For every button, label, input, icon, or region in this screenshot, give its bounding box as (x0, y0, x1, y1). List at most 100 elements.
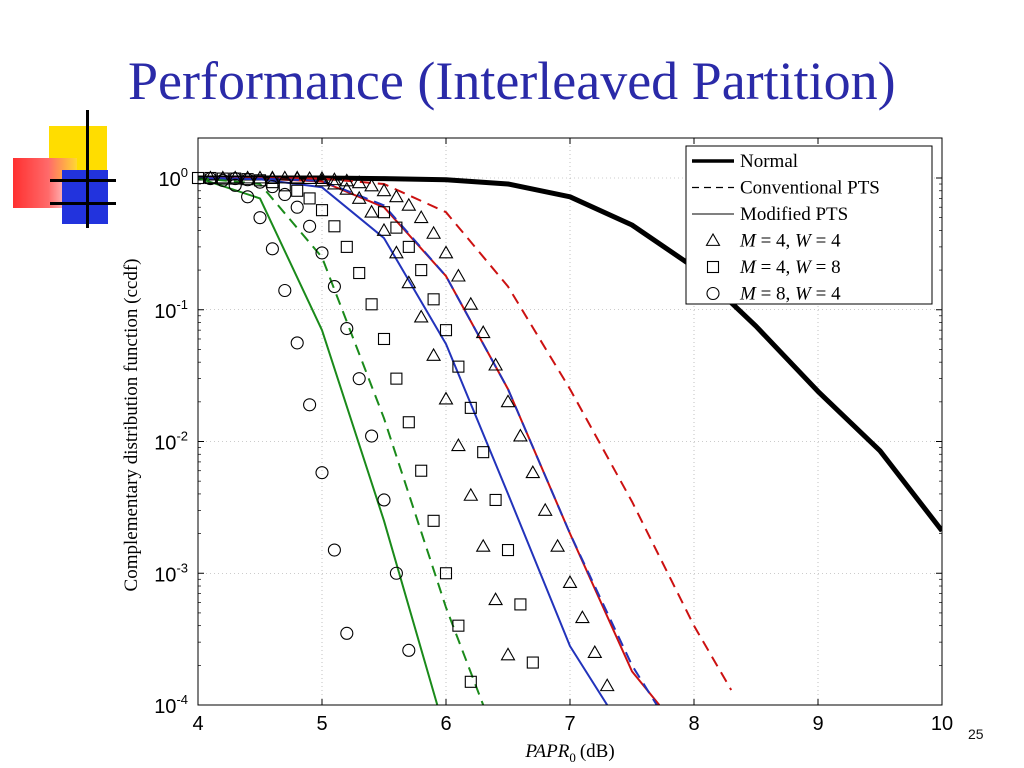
triangle-marker (314, 173, 330, 187)
triangle-marker (326, 172, 342, 186)
square-marker (439, 324, 453, 337)
circle-marker (265, 242, 279, 256)
triangle-marker (326, 176, 342, 190)
circle-marker (253, 211, 267, 225)
triangle-marker (401, 275, 417, 289)
triangle-marker (537, 502, 553, 516)
decoration-vertical-line (86, 110, 89, 228)
circle-marker (315, 466, 329, 480)
triangle-marker (413, 309, 429, 323)
triangle-marker (388, 189, 404, 203)
triangle-marker (438, 245, 454, 259)
series-line-modified-pts-m-8-w-4 (198, 177, 439, 705)
triangle-marker (463, 487, 479, 501)
circle-marker (352, 372, 366, 386)
triangle-marker (215, 170, 231, 184)
square-marker (328, 220, 341, 233)
series-line-conventional-pts-m-8-w-4 (198, 177, 485, 705)
square-marker (266, 176, 279, 189)
triangle-marker (599, 678, 615, 692)
triangle-marker (500, 647, 516, 661)
legend-label: Conventional PTS (740, 178, 880, 199)
circle-marker (365, 429, 379, 443)
circle-marker (203, 172, 217, 186)
triangle-marker (450, 438, 466, 452)
circle-marker (290, 336, 304, 350)
y-tick-label: 10-3 (154, 560, 188, 586)
circle-marker (241, 173, 255, 187)
square-marker (501, 543, 515, 557)
triangle-marker (264, 170, 280, 185)
triangle-marker (562, 574, 578, 588)
triangle-marker (364, 204, 380, 218)
circle-marker (278, 283, 292, 298)
circle-marker (340, 321, 354, 336)
triangle-marker (351, 190, 367, 204)
triangle-marker (240, 170, 256, 184)
square-marker (514, 598, 527, 611)
square-marker (477, 446, 490, 459)
legend-label: M = 4, W = 4 (739, 231, 841, 252)
triangle-marker (314, 170, 330, 185)
x-axis-label-var: PAPR (524, 741, 569, 762)
square-marker (402, 416, 415, 429)
square-marker (377, 332, 391, 346)
triangle-marker (227, 170, 243, 184)
square-marker (526, 656, 539, 669)
legend-label: Normal (740, 151, 798, 172)
circle-marker (303, 219, 317, 233)
triangle-marker (302, 170, 318, 185)
triangle-marker (413, 210, 429, 224)
triangle-marker (525, 465, 541, 479)
circle-marker (228, 178, 242, 192)
x-tick-label: 9 (812, 713, 823, 735)
triangle-marker (450, 268, 466, 282)
triangle-marker (438, 391, 454, 405)
triangle-marker (475, 325, 491, 339)
x-axis-label-unit: (dB) (580, 741, 615, 762)
square-marker (489, 493, 502, 507)
triangle-marker (463, 296, 479, 310)
triangle-marker (388, 245, 404, 259)
triangle-marker (488, 357, 504, 371)
triangle-marker (512, 428, 528, 442)
circle-marker (278, 187, 292, 202)
square-marker (390, 221, 403, 234)
square-marker (353, 266, 366, 280)
x-tick-label: 4 (192, 713, 203, 735)
triangle-marker (289, 170, 305, 185)
x-tick-label: 7 (564, 713, 575, 735)
circle-marker (327, 543, 341, 557)
square-marker (303, 192, 316, 205)
square-marker (278, 179, 291, 192)
slide-decoration (0, 100, 130, 240)
legend: Normal Conventional PTS Modified PTS M = 4,… (685, 145, 933, 305)
circle-marker (216, 173, 230, 187)
triangle-marker (376, 183, 392, 197)
x-tick-label: 10 (931, 713, 953, 735)
circle-marker (253, 175, 267, 189)
square-marker (365, 298, 378, 311)
triangle-marker (376, 222, 392, 236)
triangle-marker (364, 178, 380, 192)
circle-marker (303, 398, 317, 412)
triangle-marker (587, 644, 603, 658)
legend-label: Modified PTS (740, 204, 848, 225)
x-tick-label: 6 (440, 713, 451, 735)
triangle-marker (488, 592, 504, 606)
square-marker (452, 619, 465, 632)
square-marker (377, 206, 391, 219)
x-tick-label: 8 (688, 713, 699, 735)
triangle-marker (426, 225, 442, 239)
y-tick-label: 10-1 (154, 297, 188, 323)
decoration-horizontal-line (50, 179, 116, 182)
marker-layer (191, 170, 615, 692)
circle-marker (389, 566, 403, 580)
square-marker (402, 240, 415, 253)
legend-triangle-marker (705, 232, 721, 246)
triangle-marker (277, 170, 293, 184)
square-marker (452, 360, 465, 373)
circle-marker (327, 279, 341, 294)
square-marker (415, 464, 428, 477)
